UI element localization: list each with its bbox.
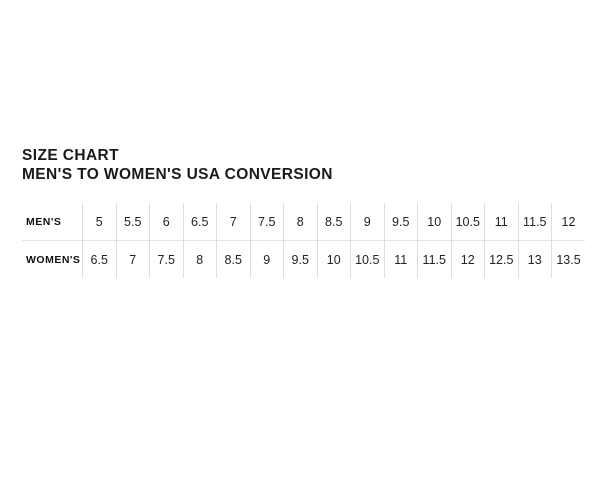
cell-mens-2: 6 [149, 203, 183, 241]
row-label-mens: MEN'S [26, 215, 62, 228]
cell-mens-13: 11.5 [517, 203, 552, 241]
cell-womens-4: 8.5 [216, 240, 250, 278]
cell-womens-0: 6.5 [82, 240, 116, 278]
size-table-body: MEN'S 5 5.5 6 6.5 7 7.5 8 8.5 9 9.5 10 1… [22, 203, 585, 278]
cell-womens-14: 13.5 [551, 240, 585, 278]
cell-mens-4: 7 [216, 203, 250, 241]
cell-mens-8: 9 [350, 203, 384, 241]
size-conversion-table: MEN'S 5 5.5 6 6.5 7 7.5 8 8.5 9 9.5 10 1… [22, 203, 585, 278]
cell-womens-6: 9.5 [283, 240, 317, 278]
table-row-mens: MEN'S 5 5.5 6 6.5 7 7.5 8 8.5 9 9.5 10 1… [22, 203, 585, 241]
cell-mens-12: 11 [484, 203, 518, 241]
cell-womens-1: 7 [115, 240, 150, 278]
size-table-container: MEN'S 5 5.5 6 6.5 7 7.5 8 8.5 9 9.5 10 1… [22, 203, 585, 278]
cell-womens-8: 10.5 [350, 240, 384, 278]
row-label-womens: WOMEN'S [22, 240, 83, 278]
cell-mens-6: 8 [283, 203, 317, 241]
cell-womens-9: 11 [383, 240, 418, 278]
cell-mens-14: 12 [551, 203, 585, 241]
chart-title-line-1: SIZE CHART [22, 147, 119, 164]
cell-womens-7: 10 [316, 240, 351, 278]
cell-womens-3: 8 [182, 240, 217, 278]
cell-womens-12: 12.5 [484, 240, 518, 278]
cell-mens-10: 10 [417, 203, 451, 241]
cell-womens-10: 11.5 [417, 240, 451, 278]
cell-womens-11: 12 [450, 240, 485, 278]
cell-mens-7: 8.5 [316, 203, 351, 241]
cell-womens-13: 13 [517, 240, 552, 278]
cell-womens-2: 7.5 [149, 240, 183, 278]
cell-mens-0: 5 [82, 203, 116, 241]
chart-title-line-2: MEN'S TO WOMEN'S USA CONVERSION [22, 165, 333, 183]
cell-mens-1: 5.5 [115, 203, 150, 241]
table-row-womens: WOMEN'S 6.5 7 7.5 8 8.5 9 9.5 10 10.5 11… [22, 240, 585, 278]
cell-mens-9: 9.5 [383, 203, 418, 241]
cell-mens-5: 7.5 [249, 203, 284, 241]
cell-womens-5: 9 [249, 240, 284, 278]
chart-heading: SIZE CHART MEN'S TO WOMEN'S USA CONVERSI… [22, 147, 333, 184]
cell-mens-11: 10.5 [450, 203, 485, 241]
cell-mens-3: 6.5 [182, 203, 217, 241]
